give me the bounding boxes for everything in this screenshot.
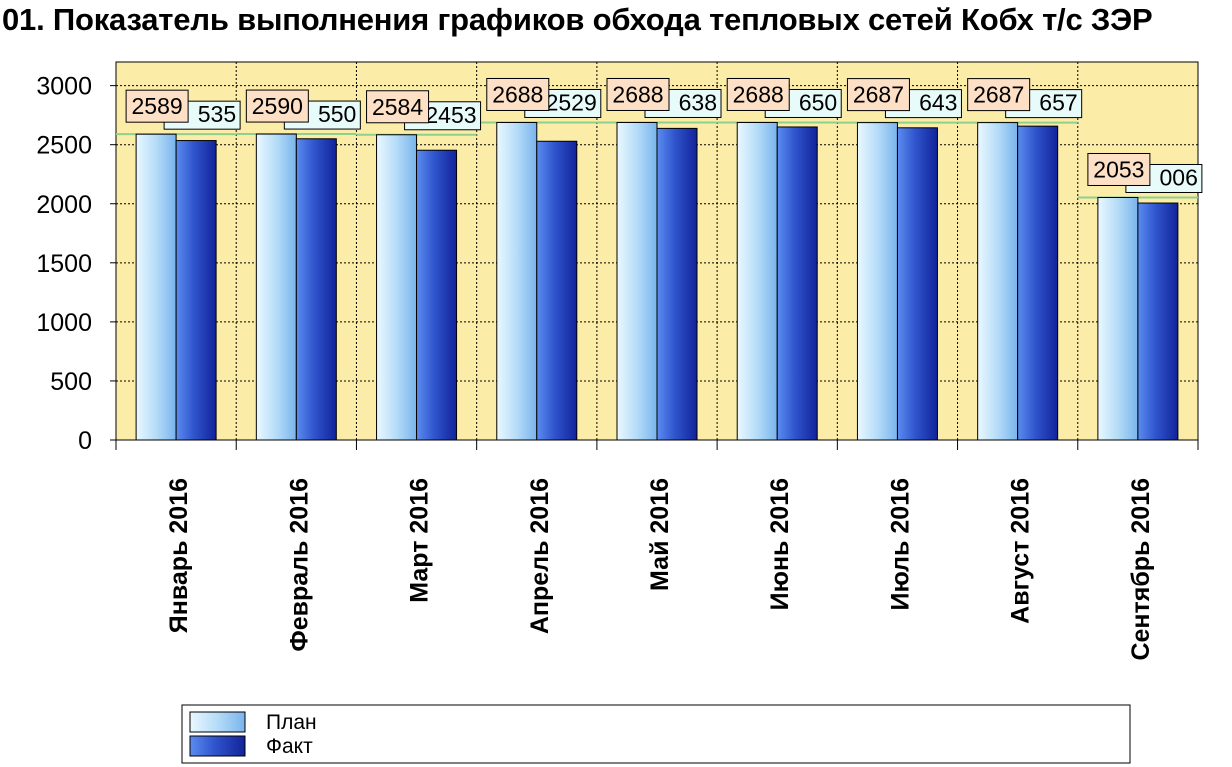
fact-value-label: 2529 bbox=[546, 89, 597, 115]
plan-value-label: 2687 bbox=[973, 82, 1024, 108]
bar-fact bbox=[1017, 125, 1059, 441]
y-tick-label: 3000 bbox=[36, 73, 92, 101]
bar-plan bbox=[496, 121, 538, 441]
plan-value-label-box bbox=[125, 89, 189, 123]
bar-fact bbox=[776, 126, 818, 441]
bar-plan bbox=[736, 121, 778, 441]
chart-title: 01. Показатель выполнения графиков обход… bbox=[2, 2, 1153, 37]
plan-value-label-box bbox=[1087, 152, 1151, 186]
x-category-label: Март 2016 bbox=[406, 478, 434, 603]
y-tick-label: 0 bbox=[78, 427, 92, 455]
bar-plan bbox=[376, 134, 418, 441]
x-category-label: Апрель 2016 bbox=[526, 478, 554, 634]
x-category-label: Февраль 2016 bbox=[285, 478, 313, 652]
bar-fact bbox=[536, 140, 578, 441]
fact-value-label: 650 bbox=[799, 89, 837, 115]
bar-fact bbox=[416, 149, 458, 441]
bar-plan bbox=[255, 133, 297, 441]
y-tick-label: 1500 bbox=[36, 250, 92, 278]
plan-value-label-box bbox=[366, 90, 430, 124]
plan-value-label-box bbox=[486, 77, 550, 111]
plot-area: 0 500 1000 1500 2000 2500 3000 Январь 2016 Февра… bbox=[36, 61, 1203, 661]
x-category-label: Август 2016 bbox=[1007, 478, 1035, 624]
bar-plan bbox=[1097, 196, 1139, 441]
legend-swatch bbox=[189, 711, 246, 733]
fact-value-label: 006 bbox=[1160, 164, 1198, 190]
plan-value-label-box bbox=[245, 89, 309, 123]
plan-value-label: 2584 bbox=[372, 94, 423, 120]
plan-value-label: 2688 bbox=[492, 81, 543, 107]
fact-value-label: 535 bbox=[198, 101, 236, 127]
legend-box bbox=[181, 704, 1131, 764]
bar-fact bbox=[896, 127, 938, 441]
fact-value-label: 643 bbox=[919, 90, 957, 116]
plan-value-label-box bbox=[846, 78, 910, 112]
legend-label: План bbox=[266, 711, 317, 734]
bar-plan bbox=[135, 133, 177, 441]
fact-value-label: 2453 bbox=[425, 102, 476, 128]
bar-fact bbox=[1137, 202, 1179, 441]
plan-value-label: 2590 bbox=[252, 93, 303, 119]
plan-value-label: 2687 bbox=[853, 82, 904, 108]
fact-value-label: 638 bbox=[679, 89, 717, 115]
fact-value-label: 550 bbox=[318, 101, 356, 127]
y-tick-label: 2000 bbox=[36, 191, 92, 219]
x-category-label: Май 2016 bbox=[646, 478, 674, 591]
plan-value-label-box bbox=[967, 78, 1031, 112]
x-category-label: Июнь 2016 bbox=[766, 478, 794, 610]
plan-value-label: 2688 bbox=[612, 81, 663, 107]
x-category-label: Июль 2016 bbox=[886, 478, 914, 611]
fact-value-label: 657 bbox=[1039, 90, 1077, 116]
x-category-label: Январь 2016 bbox=[165, 478, 193, 633]
plan-value-label: 2053 bbox=[1093, 156, 1144, 182]
bar-fact bbox=[175, 140, 217, 441]
bar-fact bbox=[295, 138, 337, 441]
plan-value-label-box bbox=[606, 77, 670, 111]
bar-plan bbox=[977, 122, 1019, 441]
bar-fact bbox=[656, 127, 698, 441]
bar-plan bbox=[616, 121, 658, 441]
plan-value-label-box bbox=[726, 77, 790, 111]
plan-value-label: 2688 bbox=[733, 81, 784, 107]
plan-value-label: 2589 bbox=[132, 93, 183, 119]
legend-label: Факт bbox=[266, 735, 313, 758]
y-tick-label: 2500 bbox=[36, 132, 92, 160]
legend-swatch bbox=[189, 735, 246, 757]
y-tick-label: 1000 bbox=[36, 309, 92, 337]
x-category-label: Сентябрь 2016 bbox=[1127, 478, 1155, 661]
y-tick-label: 500 bbox=[50, 368, 92, 396]
bar-plan bbox=[856, 122, 898, 441]
